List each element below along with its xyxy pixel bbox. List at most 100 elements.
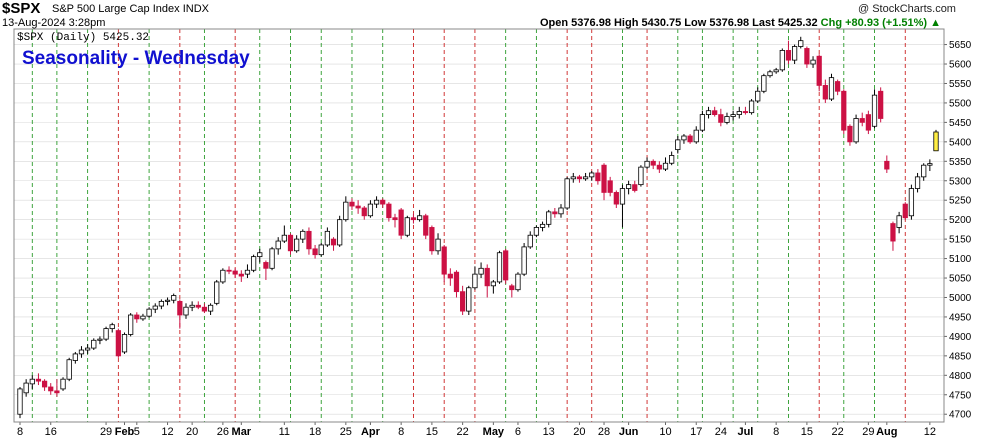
candle-body <box>158 300 165 307</box>
candle-body <box>539 223 546 228</box>
candle-body <box>343 201 349 221</box>
y-tick-label: 5300 <box>949 176 972 187</box>
candle-body <box>337 219 343 246</box>
candle-body <box>896 215 902 228</box>
x-tick-label: 20 <box>186 426 198 438</box>
candle-body <box>189 304 195 308</box>
candle-body <box>546 211 552 225</box>
candle-body <box>17 388 23 415</box>
candle-body <box>460 291 466 312</box>
y-tick-label: 5050 <box>949 274 972 285</box>
candle-body <box>755 90 761 102</box>
candle-body <box>558 207 564 215</box>
y-tick-label: 5550 <box>949 79 972 90</box>
candle-body <box>822 85 828 100</box>
candle-body <box>121 334 128 353</box>
x-tick-label: 28 <box>598 426 610 438</box>
candle-body <box>35 378 42 382</box>
candle-body <box>748 100 755 114</box>
y-tick-label: 5150 <box>949 235 972 246</box>
candle-body <box>355 205 361 209</box>
candle-body <box>582 176 589 180</box>
y-tick-label: 5100 <box>949 254 972 265</box>
x-tick-label: 8 <box>17 426 23 438</box>
candle-body <box>656 164 662 170</box>
candle-body <box>349 201 355 207</box>
y-tick-label: 5500 <box>949 98 972 109</box>
candle-body <box>871 94 878 127</box>
candle-body <box>78 349 85 355</box>
x-tick-label: 18 <box>309 426 321 438</box>
candle-body <box>490 281 496 287</box>
candle-body <box>201 306 208 312</box>
candle-body <box>515 273 521 291</box>
y-axis: 4700 4750 4800 4850 4900 4950 5000 5050 5100 5150… <box>944 40 972 421</box>
candle-body <box>564 178 570 209</box>
x-tick-label: 10 <box>659 426 671 438</box>
candle-body <box>140 315 146 320</box>
x-tick-label: Apr <box>361 426 381 438</box>
y-tick-label: 5600 <box>949 60 972 71</box>
candle-body <box>97 338 103 341</box>
y-tick-label: 5250 <box>949 196 972 207</box>
brand-watermark: @ StockCharts.com <box>858 3 956 15</box>
candle-body <box>890 223 896 242</box>
x-tick-label: 6 <box>515 426 521 438</box>
candle-body <box>736 111 742 116</box>
candle-body <box>435 238 441 252</box>
x-tick-label: May <box>483 426 505 438</box>
candle-body <box>835 81 841 92</box>
candle-body <box>644 160 650 168</box>
candle-body <box>816 55 822 86</box>
x-tick-label: 15 <box>801 426 813 438</box>
candle-body <box>263 262 269 269</box>
candle-body <box>810 59 816 65</box>
candle-body <box>294 238 300 252</box>
chart-legend: $SPX (Daily) 5425.32 <box>17 32 149 44</box>
y-tick-label: 5350 <box>949 157 972 168</box>
candle-body <box>779 50 785 71</box>
candle-body <box>466 287 472 312</box>
candle-body <box>177 300 183 316</box>
candle-body <box>183 306 189 316</box>
y-tick-label: 5650 <box>949 40 972 51</box>
x-tick-label: 29 <box>862 426 874 438</box>
candle-body <box>41 380 48 388</box>
y-tick-label: 4900 <box>949 332 972 343</box>
candles-layer <box>17 36 939 419</box>
candle-body <box>367 203 374 217</box>
candle-body <box>669 155 675 164</box>
candle-body <box>687 135 693 143</box>
ohlc-values: Open 5376.98 High 5430.75 Low 5376.98 La… <box>540 17 818 29</box>
candle-body <box>66 359 72 380</box>
x-axis: 8 16 29 Feb 5 12 20 26 Mar 11 18 25 Apr 8 15 22 May 6 13 20… <box>17 422 936 438</box>
x-tick-label: 17 <box>690 426 702 438</box>
candle-body <box>244 269 251 275</box>
timestamp: 13-Aug-2024 3:28pm <box>2 17 106 29</box>
candle-body <box>705 110 712 116</box>
candle-body <box>878 90 884 119</box>
candle-body <box>220 269 226 283</box>
candle-body <box>48 386 54 392</box>
x-tick-label: 25 <box>340 426 352 438</box>
candle-body <box>171 295 177 301</box>
x-tick-label: 13 <box>543 426 555 438</box>
candle-body <box>921 164 927 178</box>
candle-body <box>902 203 908 219</box>
candle-body <box>828 77 835 100</box>
x-tick-label: Jul <box>737 426 753 438</box>
y-tick-label: 4800 <box>949 371 972 382</box>
candle-body <box>207 304 214 312</box>
candle-body <box>318 244 324 256</box>
candle-body <box>410 217 417 221</box>
grid-layer <box>14 44 944 415</box>
candle-body <box>773 69 779 73</box>
candle-body <box>791 46 798 61</box>
candle-body <box>226 269 232 272</box>
candle-body <box>85 347 91 351</box>
x-tick-label: 26 <box>217 426 229 438</box>
candle-body <box>392 217 398 221</box>
candle-body <box>607 180 613 193</box>
candle-body <box>785 50 792 61</box>
ohlc-readout: Open 5376.98 High 5430.75 Low 5376.98 La… <box>540 17 941 29</box>
